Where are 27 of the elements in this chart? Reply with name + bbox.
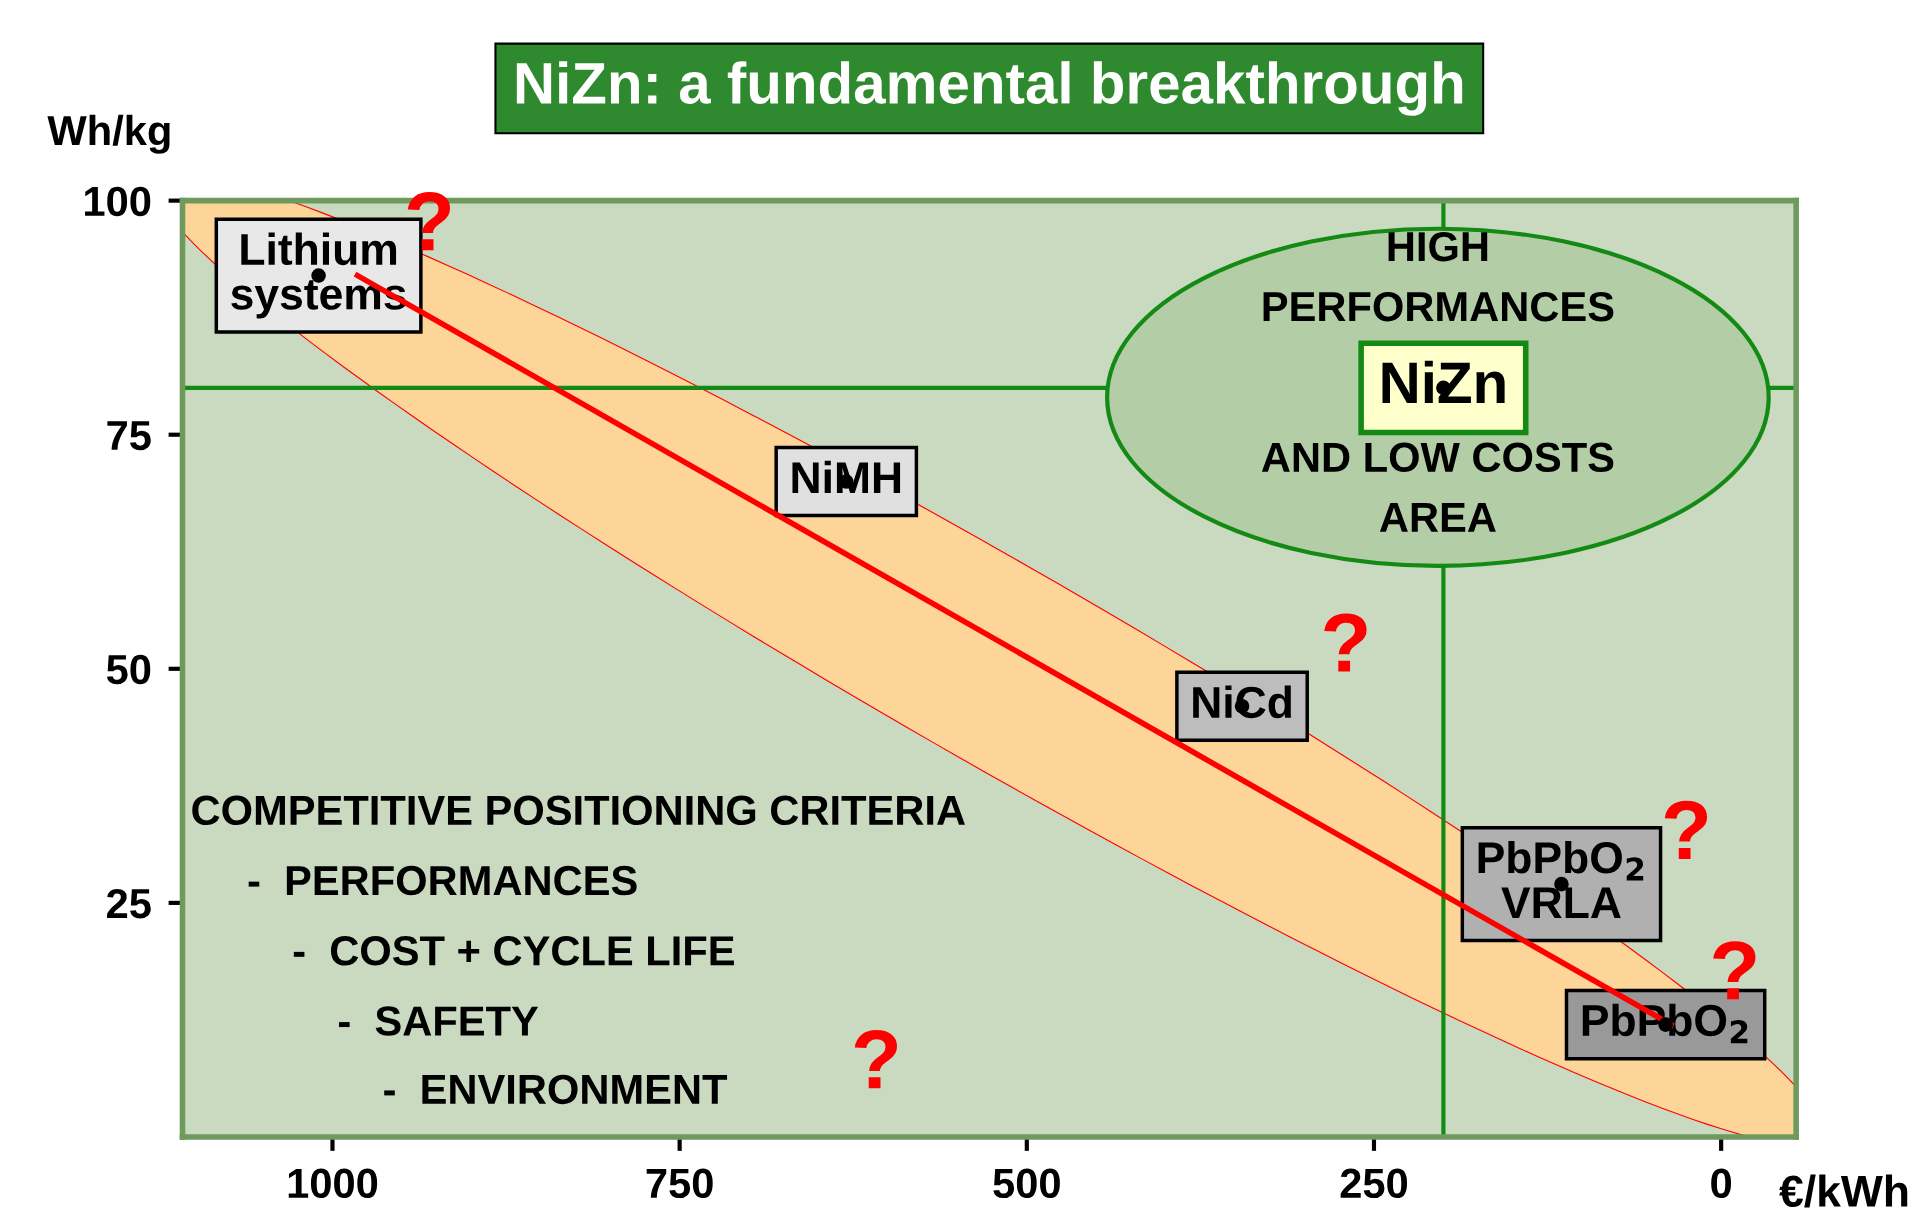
y-tick-label: 50 bbox=[106, 654, 151, 685]
y-tick-label: 25 bbox=[107, 888, 151, 919]
annotation: HIGH PERFORMANCES bbox=[1263, 231, 1614, 322]
annotation: AND LOW COSTS AREA bbox=[1261, 442, 1614, 532]
annotation: COMPETITIVE POSITIONING CRITERIA bbox=[192, 795, 965, 826]
x-tick-label: 250 bbox=[1340, 1168, 1408, 1199]
annotation: - PERFORMANCES bbox=[248, 865, 637, 896]
y-tick-label: 100 bbox=[85, 186, 151, 217]
y-tick-label: 75 bbox=[107, 421, 151, 451]
x-tick-label: 750 bbox=[646, 1168, 713, 1199]
x-tick-label: 500 bbox=[993, 1168, 1060, 1199]
chart-title: NiZn: a fundamental breakthrough bbox=[516, 61, 1463, 116]
annotation: - COST + CYCLE LIFE bbox=[293, 936, 734, 966]
annotation: NiMH bbox=[792, 460, 901, 494]
annotation: ? bbox=[1713, 941, 1756, 1000]
y-axis-title: Wh/kg bbox=[47, 114, 170, 154]
annotation: - SAFETY bbox=[339, 1006, 539, 1036]
annotation: - ENVIRONMENT bbox=[384, 1074, 728, 1105]
x-tick-label: 0 bbox=[1711, 1168, 1732, 1199]
annotation: ? bbox=[854, 1030, 898, 1089]
x-axis-title: €/kWh bbox=[1779, 1174, 1908, 1208]
annotation: ? bbox=[1664, 800, 1708, 859]
annotation: ? bbox=[1324, 613, 1367, 672]
annotation: NiZn bbox=[1382, 360, 1505, 403]
x-tick-label: 1000 bbox=[288, 1168, 378, 1199]
annotation: ? bbox=[407, 192, 451, 251]
annotation: PbPbO$_{2}$ VRLA bbox=[1478, 840, 1644, 918]
